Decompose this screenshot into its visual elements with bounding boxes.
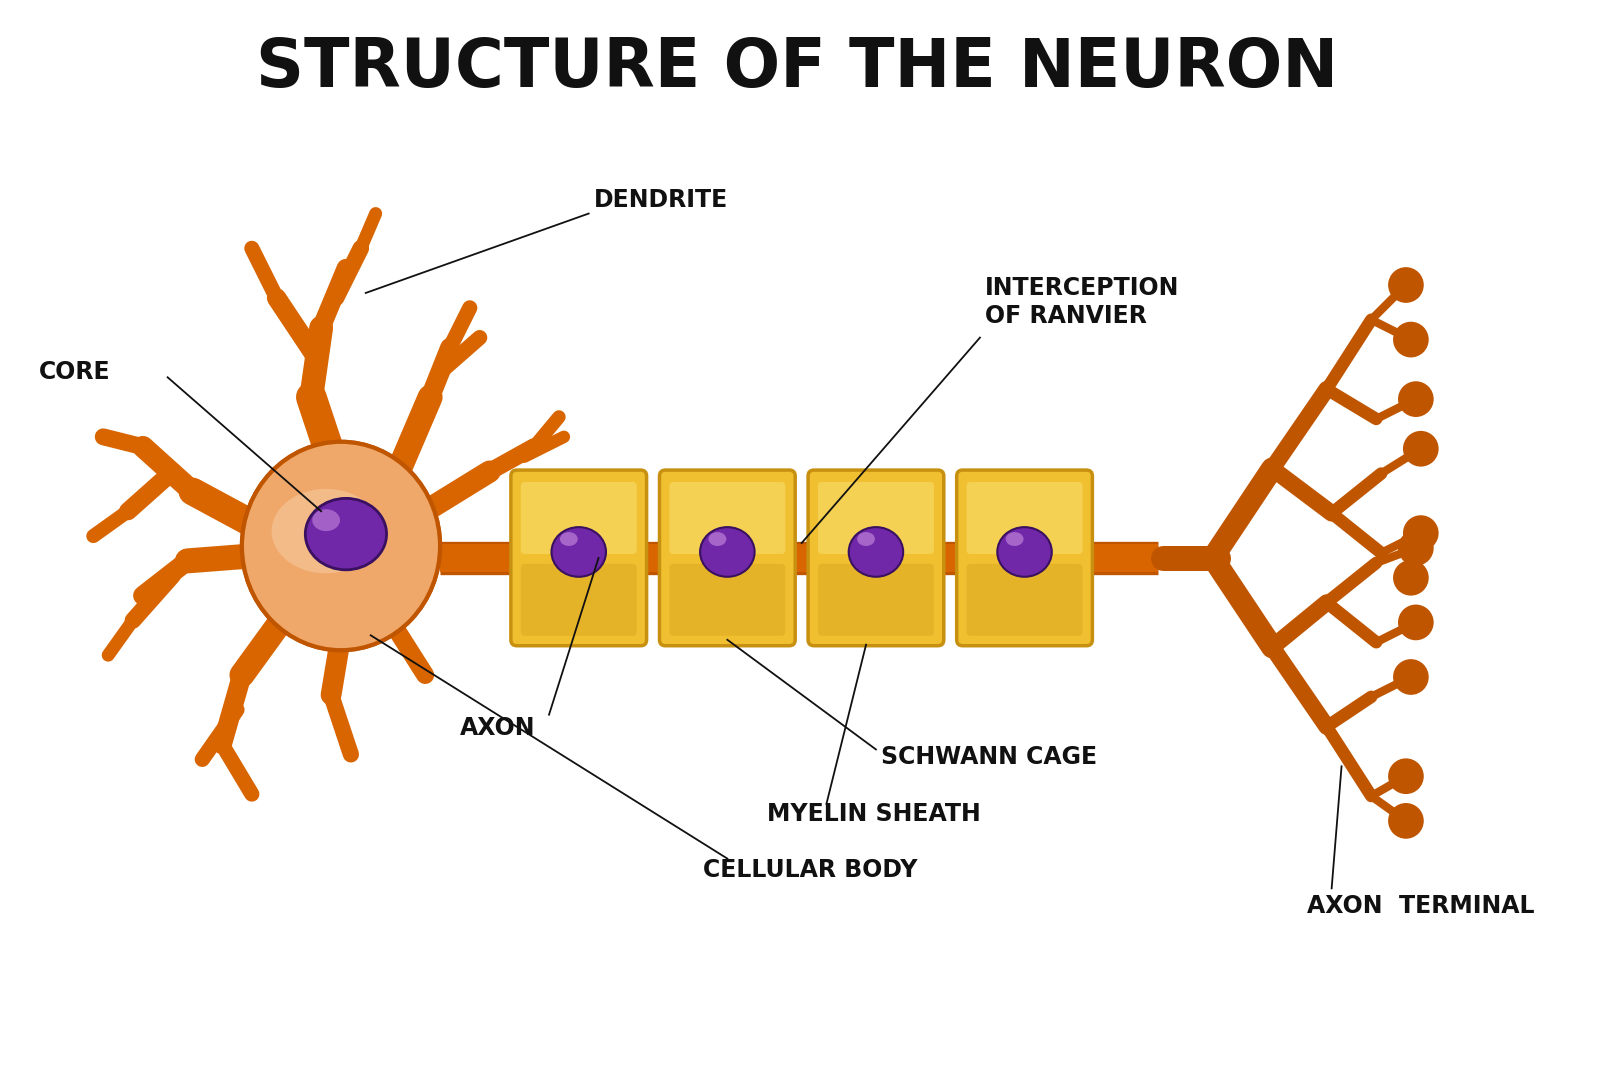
FancyBboxPatch shape <box>510 470 646 646</box>
FancyBboxPatch shape <box>669 482 786 554</box>
FancyBboxPatch shape <box>520 482 637 554</box>
FancyBboxPatch shape <box>966 564 1083 636</box>
Ellipse shape <box>312 509 339 531</box>
Text: AXON  TERMINAL: AXON TERMINAL <box>1307 895 1534 919</box>
Ellipse shape <box>858 532 875 546</box>
FancyBboxPatch shape <box>808 470 944 646</box>
Ellipse shape <box>306 499 387 570</box>
Ellipse shape <box>1006 532 1024 546</box>
Text: INTERCEPTION
OF RANVIER: INTERCEPTION OF RANVIER <box>986 276 1179 327</box>
Circle shape <box>1398 530 1434 566</box>
Text: STRUCTURE OF THE NEURON: STRUCTURE OF THE NEURON <box>256 35 1338 101</box>
Ellipse shape <box>242 442 440 650</box>
FancyBboxPatch shape <box>818 564 934 636</box>
Circle shape <box>1389 758 1424 794</box>
FancyBboxPatch shape <box>659 470 795 646</box>
Ellipse shape <box>272 489 381 573</box>
Circle shape <box>1403 515 1438 551</box>
Text: SCHWANN CAGE: SCHWANN CAGE <box>882 745 1098 769</box>
FancyBboxPatch shape <box>818 482 934 554</box>
FancyBboxPatch shape <box>520 564 637 636</box>
Ellipse shape <box>709 532 726 546</box>
Ellipse shape <box>242 442 440 650</box>
Text: AXON: AXON <box>459 716 536 740</box>
FancyBboxPatch shape <box>966 482 1083 554</box>
Text: DENDRITE: DENDRITE <box>594 188 728 212</box>
Circle shape <box>1398 604 1434 640</box>
Ellipse shape <box>848 527 902 577</box>
Ellipse shape <box>560 532 578 546</box>
Ellipse shape <box>552 527 606 577</box>
Text: CELLULAR BODY: CELLULAR BODY <box>702 859 917 883</box>
Ellipse shape <box>997 527 1051 577</box>
FancyBboxPatch shape <box>957 470 1093 646</box>
Circle shape <box>1394 322 1429 358</box>
Circle shape <box>1389 803 1424 839</box>
Circle shape <box>1394 659 1429 695</box>
FancyBboxPatch shape <box>669 564 786 636</box>
Circle shape <box>1403 431 1438 467</box>
Ellipse shape <box>272 489 381 573</box>
Text: CORE: CORE <box>38 360 110 384</box>
Text: MYELIN SHEATH: MYELIN SHEATH <box>766 802 981 826</box>
Ellipse shape <box>701 527 755 577</box>
Circle shape <box>1394 560 1429 596</box>
Circle shape <box>1389 267 1424 303</box>
Circle shape <box>1398 381 1434 417</box>
